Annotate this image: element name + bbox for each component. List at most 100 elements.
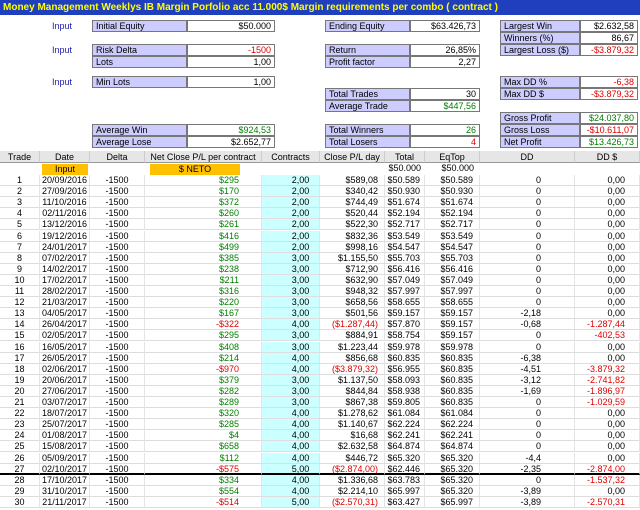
column-header: Net Close P/L per contract (145, 151, 262, 163)
table-cell: $408 (145, 341, 262, 353)
summary-label: Max DD $ (500, 88, 580, 100)
table-cell: ($1.287,44) (320, 319, 385, 331)
column-header: Close P/L day (320, 151, 385, 163)
table-cell: ($3.879,32) (320, 363, 385, 375)
table-cell: 14/02/2017 (40, 263, 90, 275)
table-cell: 2,00 (262, 208, 320, 220)
table-cell: 9 (0, 263, 40, 275)
summary-value: 4 (410, 136, 480, 148)
table-cell: 15 (0, 330, 40, 342)
table-cell: -1500 (90, 208, 145, 220)
table-cell: 4,00 (262, 352, 320, 364)
summary-label: Average Trade (325, 100, 410, 112)
table-cell: 18/07/2017 (40, 408, 90, 420)
table-cell: $1.155,50 (320, 252, 385, 264)
table-cell: 3,00 (262, 286, 320, 298)
summary-value: $2.632,58 (580, 20, 638, 32)
table-cell: 4,00 (262, 452, 320, 464)
table-cell: 0 (480, 441, 575, 453)
table-cell: -1,69 (480, 385, 575, 397)
table-cell: -1.537,32 (575, 474, 640, 486)
table-cell: $998,16 (320, 241, 385, 253)
table-cell: -1500 (90, 219, 145, 231)
table-cell: 4 (0, 208, 40, 220)
table-cell: 21/03/2017 (40, 297, 90, 309)
summary-value: -$3.879,32 (580, 88, 638, 100)
table-cell: -1500 (90, 186, 145, 198)
input-cell: $50.000 (441, 163, 474, 173)
table-cell: $50.589 (385, 175, 425, 187)
table-cell: -1500 (90, 352, 145, 364)
table-cell: 16 (0, 341, 40, 353)
table-cell: $167 (145, 308, 262, 320)
table-cell: $59.157 (425, 308, 480, 320)
table-cell: 0,00 (575, 230, 640, 242)
table-cell: $64.874 (385, 441, 425, 453)
column-header: Total (385, 151, 425, 163)
table-cell: 20 (0, 385, 40, 397)
table-cell: $658 (145, 441, 262, 453)
table-cell: $2.632,58 (320, 441, 385, 453)
table-cell: -2.570,31 (575, 496, 640, 508)
table-cell: $50.589 (425, 175, 480, 187)
table-cell: 14 (0, 319, 40, 331)
table-cell: -1500 (90, 474, 145, 486)
table-cell: 3 (0, 197, 40, 209)
table-cell: $446,72 (320, 452, 385, 464)
table-cell: 24 (0, 430, 40, 442)
table-cell: 0,00 (575, 452, 640, 464)
column-header: Contracts (262, 151, 320, 163)
table-cell: $4 (145, 430, 262, 442)
table-cell: ($2.570,31) (320, 496, 385, 508)
summary-label: Risk Delta (92, 44, 187, 56)
table-cell: $320 (145, 408, 262, 420)
table-cell: $112 (145, 452, 262, 464)
input-cell: $ NETO (150, 164, 240, 175)
table-cell: $372 (145, 197, 262, 209)
table-cell: 31/10/2017 (40, 485, 90, 497)
table-cell: $57.870 (385, 319, 425, 331)
table-cell: $60.835 (425, 397, 480, 409)
summary-value: -$3.879,32 (580, 44, 638, 56)
table-cell: -$970 (145, 363, 262, 375)
table-cell: -1500 (90, 197, 145, 209)
table-cell: 5 (0, 219, 40, 231)
table-cell: $832,36 (320, 230, 385, 242)
table-cell: 0 (480, 397, 575, 409)
summary-label: Total Losers (325, 136, 410, 148)
table-cell: -1500 (90, 374, 145, 386)
table-cell: 0,00 (575, 352, 640, 364)
table-cell: $60.835 (425, 363, 480, 375)
table-cell: 28 (0, 474, 40, 486)
table-cell: 4,00 (262, 408, 320, 420)
table-cell: 21/11/2017 (40, 496, 90, 508)
table-cell: 2,00 (262, 175, 320, 187)
table-cell: $285 (145, 419, 262, 431)
table-cell: -1500 (90, 419, 145, 431)
table-cell: 6 (0, 230, 40, 242)
table-cell: $712,90 (320, 263, 385, 275)
table-cell: $61.084 (425, 408, 480, 420)
table-cell: $52.194 (425, 208, 480, 220)
summary-value: 26,85% (410, 44, 480, 56)
table-cell: $58.093 (385, 374, 425, 386)
table-cell: $501,56 (320, 308, 385, 320)
summary-value: 30 (410, 88, 480, 100)
table-cell: $522,30 (320, 219, 385, 231)
summary-label: Profit factor (325, 56, 410, 68)
table-cell: $2.214,10 (320, 485, 385, 497)
table-cell: $50.930 (425, 186, 480, 198)
table-cell: $214 (145, 352, 262, 364)
table-cell: 0 (480, 330, 575, 342)
table-cell: 13 (0, 308, 40, 320)
table-cell: -1500 (90, 230, 145, 242)
table-cell: $499 (145, 241, 262, 253)
table-cell: -1500 (90, 252, 145, 264)
table-cell: 0 (480, 175, 575, 187)
table-cell: $53.549 (385, 230, 425, 242)
table-cell: 4,00 (262, 363, 320, 375)
summary-label: Winners (%) (500, 32, 580, 44)
table-cell: $60.835 (385, 352, 425, 364)
table-cell: 4,00 (262, 474, 320, 486)
table-cell: 3,00 (262, 274, 320, 286)
